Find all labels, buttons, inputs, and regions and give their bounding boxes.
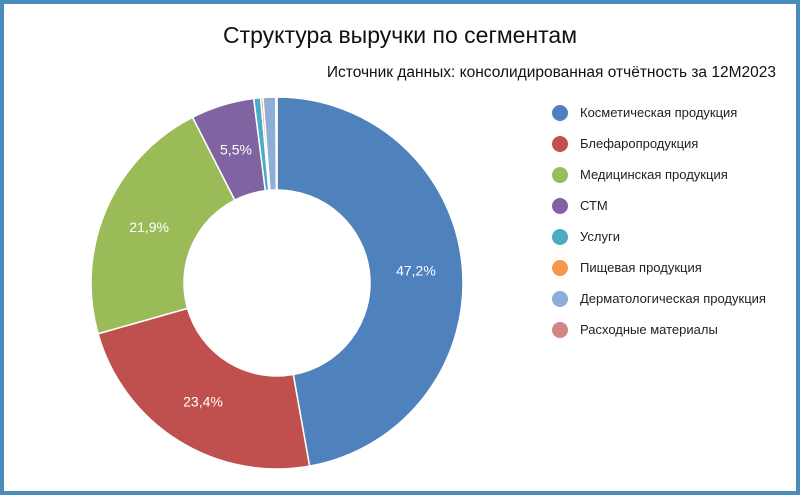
donut-slice[interactable]: [97, 307, 311, 470]
slice-label: 47,2%: [396, 263, 436, 279]
legend: Косметическая продукция Блефаропродукция…: [552, 97, 766, 345]
legend-item[interactable]: Медицинская продукция: [552, 159, 766, 190]
slice-label: 5,5%: [220, 142, 252, 158]
donut-slice[interactable]: [275, 96, 278, 191]
legend-dot-icon: [552, 228, 568, 245]
legend-item[interactable]: Дерматологическая продукция: [552, 283, 766, 314]
slice-label: 21,9%: [129, 219, 169, 235]
legend-item[interactable]: Пищевая продукция: [552, 252, 766, 283]
legend-item[interactable]: Блефаропродукция: [552, 128, 766, 159]
chart-title: Структура выручки по сегментам: [222, 22, 578, 48]
legend-dot-icon: [552, 290, 568, 307]
slice-label: 23,4%: [183, 393, 223, 409]
legend-dot-icon: [552, 135, 568, 152]
legend-dot-icon: [552, 104, 568, 121]
legend-dot-icon: [552, 197, 568, 214]
donut-slice[interactable]: [90, 116, 236, 335]
chart-subtitle: Источник данных: консолидированная отчёт…: [326, 64, 776, 81]
legend-item[interactable]: Косметическая продукция: [552, 97, 766, 128]
legend-item[interactable]: СТМ: [552, 190, 766, 221]
legend-dot-icon: [552, 321, 568, 338]
donut-slice[interactable]: [276, 96, 464, 467]
legend-dot-icon: [552, 166, 568, 183]
legend-item[interactable]: Услуги: [552, 221, 766, 252]
legend-dot-icon: [552, 259, 568, 276]
legend-item[interactable]: Расходные материалы: [552, 314, 766, 345]
